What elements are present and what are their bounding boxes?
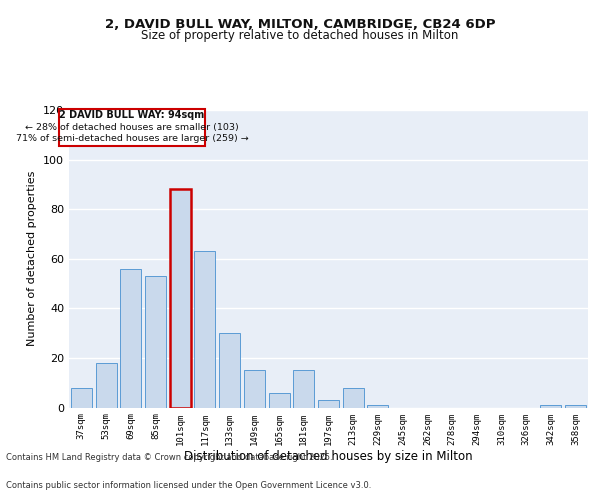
Bar: [541, 405, 562, 407]
Bar: [95, 363, 116, 408]
Text: ← 28% of detached houses are smaller (103): ← 28% of detached houses are smaller (10…: [25, 122, 239, 132]
Text: 2 DAVID BULL WAY: 94sqm: 2 DAVID BULL WAY: 94sqm: [59, 110, 205, 120]
Bar: [269, 392, 290, 407]
Bar: [145, 276, 166, 407]
Bar: [71, 388, 92, 407]
Bar: [219, 333, 240, 407]
X-axis label: Distribution of detached houses by size in Milton: Distribution of detached houses by size …: [184, 450, 473, 463]
Bar: [170, 190, 191, 408]
Bar: [565, 405, 586, 407]
Bar: [194, 252, 215, 408]
Bar: [318, 400, 339, 407]
Text: Size of property relative to detached houses in Milton: Size of property relative to detached ho…: [142, 29, 458, 42]
Text: 71% of semi-detached houses are larger (259) →: 71% of semi-detached houses are larger (…: [16, 134, 248, 143]
Bar: [120, 268, 141, 407]
Text: 2, DAVID BULL WAY, MILTON, CAMBRIDGE, CB24 6DP: 2, DAVID BULL WAY, MILTON, CAMBRIDGE, CB…: [105, 18, 495, 30]
Bar: [244, 370, 265, 408]
Text: Contains public sector information licensed under the Open Government Licence v3: Contains public sector information licen…: [6, 481, 371, 490]
Text: Contains HM Land Registry data © Crown copyright and database right 2025.: Contains HM Land Registry data © Crown c…: [6, 454, 332, 462]
Bar: [343, 388, 364, 407]
Y-axis label: Number of detached properties: Number of detached properties: [28, 171, 37, 346]
Bar: [367, 405, 388, 407]
Bar: [293, 370, 314, 408]
